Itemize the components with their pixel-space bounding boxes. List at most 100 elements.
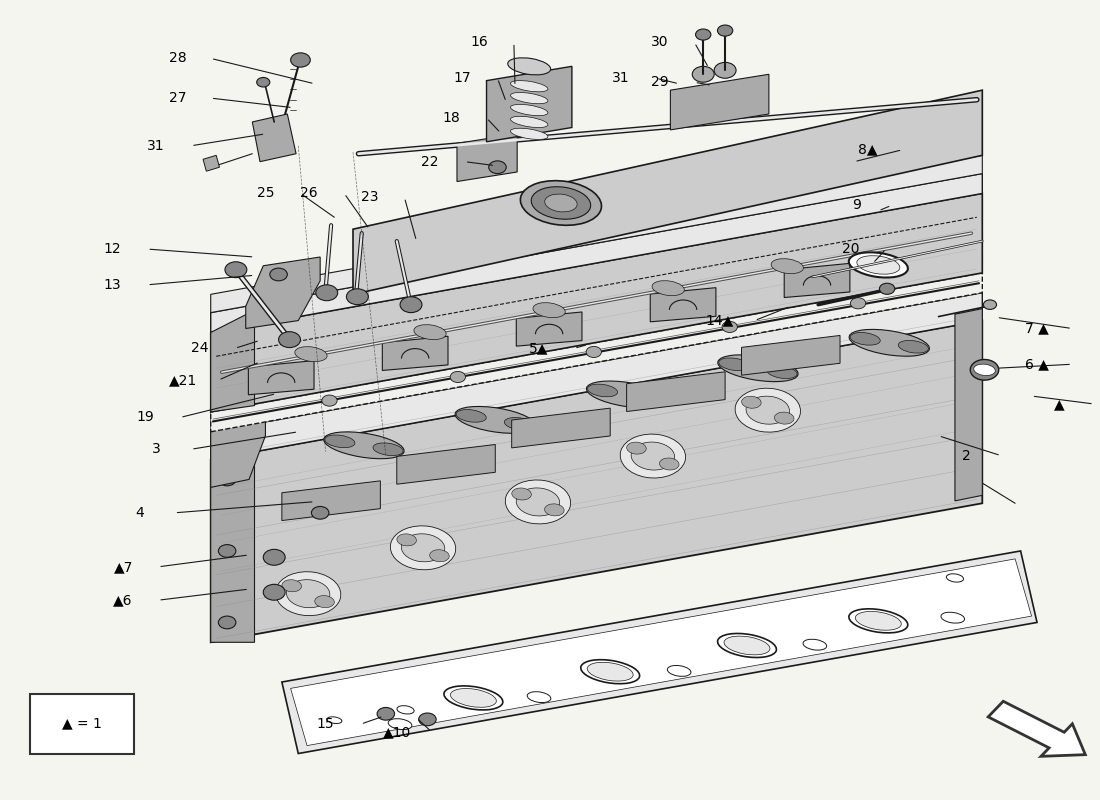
- Circle shape: [256, 78, 270, 87]
- Polygon shape: [282, 551, 1037, 754]
- Ellipse shape: [724, 636, 770, 655]
- Text: ▲6: ▲6: [113, 594, 133, 607]
- Text: 25: 25: [256, 186, 274, 201]
- Ellipse shape: [718, 355, 799, 382]
- Text: 3: 3: [152, 442, 161, 456]
- Text: 9: 9: [852, 198, 861, 212]
- Ellipse shape: [510, 105, 548, 116]
- Ellipse shape: [315, 596, 334, 608]
- Circle shape: [717, 25, 733, 36]
- Text: 18: 18: [442, 111, 461, 125]
- Polygon shape: [211, 321, 982, 642]
- Circle shape: [224, 262, 246, 278]
- Circle shape: [488, 161, 506, 174]
- Polygon shape: [204, 155, 220, 171]
- Ellipse shape: [803, 639, 827, 650]
- Polygon shape: [486, 66, 572, 142]
- Circle shape: [263, 550, 285, 566]
- Ellipse shape: [544, 194, 578, 212]
- Text: 15: 15: [317, 717, 334, 731]
- Ellipse shape: [774, 412, 794, 424]
- Ellipse shape: [531, 186, 591, 219]
- Polygon shape: [670, 74, 769, 130]
- Polygon shape: [211, 155, 982, 313]
- Polygon shape: [512, 408, 610, 448]
- Ellipse shape: [735, 388, 801, 432]
- Ellipse shape: [430, 550, 449, 562]
- Ellipse shape: [856, 611, 901, 630]
- Circle shape: [695, 29, 711, 40]
- Ellipse shape: [275, 572, 341, 616]
- Circle shape: [270, 268, 287, 281]
- Circle shape: [263, 584, 285, 600]
- Ellipse shape: [510, 93, 548, 104]
- Ellipse shape: [771, 258, 803, 274]
- Polygon shape: [988, 702, 1086, 756]
- Polygon shape: [249, 361, 313, 394]
- Ellipse shape: [741, 396, 761, 408]
- Text: 7 ▲: 7 ▲: [1025, 322, 1049, 335]
- Circle shape: [957, 481, 975, 494]
- Text: 26: 26: [300, 186, 318, 201]
- Polygon shape: [627, 372, 725, 411]
- Ellipse shape: [767, 366, 798, 378]
- Ellipse shape: [620, 434, 685, 478]
- Text: 14▲: 14▲: [705, 314, 734, 327]
- Polygon shape: [397, 445, 495, 484]
- Ellipse shape: [544, 504, 564, 516]
- Circle shape: [316, 285, 338, 301]
- Ellipse shape: [520, 181, 602, 226]
- Ellipse shape: [849, 609, 908, 633]
- Circle shape: [322, 395, 337, 406]
- Text: 2: 2: [961, 449, 970, 462]
- Ellipse shape: [660, 458, 679, 470]
- Circle shape: [957, 410, 975, 422]
- Circle shape: [850, 298, 866, 309]
- Circle shape: [586, 346, 602, 358]
- Polygon shape: [456, 134, 517, 182]
- Ellipse shape: [627, 442, 646, 454]
- Polygon shape: [784, 263, 850, 298]
- Polygon shape: [955, 309, 982, 501]
- Polygon shape: [650, 288, 716, 322]
- Ellipse shape: [282, 580, 301, 592]
- Ellipse shape: [636, 392, 666, 405]
- Text: ▲10: ▲10: [383, 725, 411, 739]
- Ellipse shape: [390, 526, 455, 570]
- Ellipse shape: [527, 692, 551, 702]
- Text: 6 ▲: 6 ▲: [1025, 358, 1049, 371]
- Ellipse shape: [455, 406, 536, 434]
- Polygon shape: [282, 481, 381, 521]
- Ellipse shape: [512, 488, 531, 500]
- Ellipse shape: [444, 686, 503, 710]
- Text: ▲ = 1: ▲ = 1: [63, 717, 102, 730]
- Ellipse shape: [652, 281, 684, 296]
- Polygon shape: [290, 559, 1032, 746]
- Text: 12: 12: [103, 242, 121, 256]
- Text: 13: 13: [103, 278, 121, 292]
- Ellipse shape: [974, 364, 996, 375]
- Ellipse shape: [940, 612, 965, 623]
- Ellipse shape: [397, 534, 417, 546]
- Ellipse shape: [587, 662, 634, 681]
- Circle shape: [692, 66, 714, 82]
- Circle shape: [714, 62, 736, 78]
- Bar: [30, 694, 134, 754]
- Polygon shape: [211, 293, 982, 459]
- Circle shape: [219, 616, 235, 629]
- Polygon shape: [353, 90, 982, 294]
- Circle shape: [311, 506, 329, 519]
- Text: 4: 4: [135, 506, 144, 520]
- Ellipse shape: [286, 580, 330, 608]
- Ellipse shape: [505, 480, 571, 524]
- Polygon shape: [211, 400, 265, 487]
- Circle shape: [419, 713, 437, 726]
- Ellipse shape: [414, 325, 447, 339]
- Polygon shape: [211, 273, 982, 432]
- Ellipse shape: [450, 689, 496, 707]
- Ellipse shape: [857, 256, 900, 274]
- Ellipse shape: [295, 346, 327, 362]
- Text: 19: 19: [136, 410, 154, 425]
- Ellipse shape: [510, 81, 548, 92]
- Ellipse shape: [718, 358, 749, 370]
